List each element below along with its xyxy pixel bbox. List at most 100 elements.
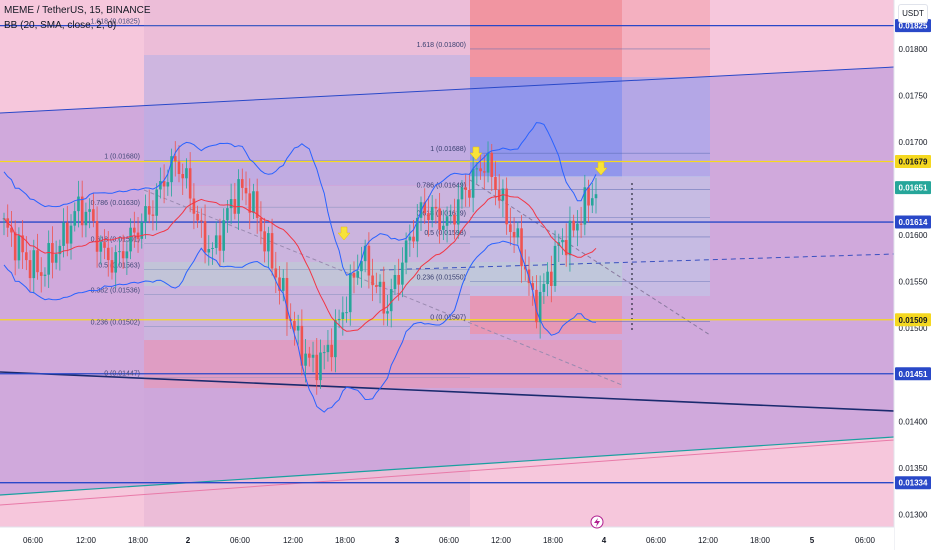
candle-100 bbox=[375, 272, 378, 294]
candle-103 bbox=[386, 294, 389, 326]
fib-left-label-5: 0.382 (0.01536) bbox=[91, 288, 140, 295]
candle-50 bbox=[188, 152, 192, 213]
candle-4 bbox=[17, 227, 21, 269]
candle-81 bbox=[304, 338, 307, 383]
candle-10 bbox=[39, 257, 43, 293]
currency-button[interactable]: USDT bbox=[898, 4, 928, 23]
y-tick-1: 0.01750 bbox=[899, 91, 928, 100]
x-tick-5: 12:00 bbox=[283, 536, 304, 545]
candle-88 bbox=[330, 328, 333, 372]
channel-top-line bbox=[0, 66, 895, 114]
candle-118 bbox=[442, 209, 445, 241]
candle-102 bbox=[382, 266, 386, 326]
arrow-down-icon-0 bbox=[337, 226, 351, 241]
candle-109 bbox=[408, 224, 412, 257]
candle-135 bbox=[505, 177, 508, 235]
candle-99 bbox=[371, 258, 374, 302]
candle-64 bbox=[240, 168, 244, 201]
candle-154 bbox=[576, 210, 579, 247]
candle-156 bbox=[583, 174, 587, 236]
candle-9 bbox=[36, 233, 39, 280]
candle-114 bbox=[427, 196, 430, 237]
price-label-bg-4 bbox=[895, 313, 931, 327]
price-label-bg-6 bbox=[895, 476, 931, 490]
fib-right-label-5: 0.236 (0.01550) bbox=[417, 275, 466, 282]
fib-left-label-4: 0.5 (0.01563) bbox=[98, 263, 140, 270]
price-label-bg-5 bbox=[895, 367, 931, 381]
fib-right-label-4: 0.5 (0.01598) bbox=[424, 230, 466, 237]
descending-trendline bbox=[0, 371, 895, 412]
candle-16 bbox=[62, 208, 65, 258]
candle-59 bbox=[222, 208, 225, 263]
arrow-down-icon-2 bbox=[594, 161, 608, 176]
candle-57 bbox=[214, 221, 218, 255]
candle-107 bbox=[401, 247, 404, 298]
candle-79 bbox=[296, 314, 300, 345]
candle-83 bbox=[311, 341, 315, 373]
fib-left-label-7: 0 (0.01447) bbox=[104, 371, 140, 378]
x-tick-14: 18:00 bbox=[750, 536, 771, 545]
candle-124 bbox=[464, 174, 467, 207]
candle-25 bbox=[95, 206, 99, 268]
candle-68 bbox=[255, 178, 259, 234]
y-tick-2: 0.01700 bbox=[899, 138, 928, 147]
fib-zone-right-blue bbox=[470, 77, 622, 177]
candle-61 bbox=[229, 183, 233, 225]
candle-113 bbox=[423, 188, 427, 225]
candle-147 bbox=[550, 255, 553, 303]
candle-105 bbox=[393, 265, 397, 295]
candle-60 bbox=[226, 199, 229, 233]
fib-right-label-3: 0.618 (0.01619) bbox=[417, 210, 466, 217]
candle-144 bbox=[538, 275, 542, 339]
candle-72 bbox=[270, 218, 274, 276]
candle-40 bbox=[151, 200, 155, 231]
symbol-title: MEME / TetherUS, 15, BINANCE bbox=[4, 5, 151, 16]
candle-22 bbox=[84, 202, 88, 238]
fib-left-label-0: 1.618 (0.01825) bbox=[91, 19, 140, 26]
candle-129 bbox=[483, 154, 486, 190]
candle-128 bbox=[479, 153, 482, 180]
candle-29 bbox=[110, 247, 114, 280]
fib-right-label-2: 0.786 (0.01649) bbox=[417, 182, 466, 189]
candle-75 bbox=[281, 269, 285, 302]
x-tick-12: 06:00 bbox=[646, 536, 667, 545]
candle-151 bbox=[564, 223, 568, 267]
candle-17 bbox=[65, 205, 69, 257]
price-label-6: 0.01334 bbox=[899, 479, 928, 488]
candle-19 bbox=[73, 202, 77, 232]
candle-119 bbox=[445, 206, 449, 243]
candle-8 bbox=[32, 239, 36, 294]
candle-20 bbox=[77, 180, 80, 228]
candle-23 bbox=[88, 198, 91, 229]
fib-right-label-1: 1 (0.01688) bbox=[430, 146, 466, 153]
candle-76 bbox=[285, 262, 289, 336]
channel-bottom-line bbox=[0, 436, 895, 496]
candle-26 bbox=[99, 235, 103, 265]
candle-122 bbox=[456, 184, 460, 239]
candle-37 bbox=[140, 213, 144, 249]
fib-left-label-1: 1 (0.01680) bbox=[104, 154, 140, 161]
candle-34 bbox=[129, 218, 132, 260]
dashed-projection-1 bbox=[469, 179, 711, 336]
fib-zone-left-top bbox=[144, 55, 470, 185]
candle-125 bbox=[468, 173, 471, 207]
candle-3 bbox=[13, 220, 17, 276]
fib-zone-red-small bbox=[470, 296, 622, 334]
price-label-2: 0.01651 bbox=[899, 184, 928, 193]
candle-120 bbox=[449, 204, 453, 225]
candle-159 bbox=[594, 177, 598, 214]
y-tick-10: 0.01300 bbox=[899, 510, 928, 519]
candle-138 bbox=[516, 221, 520, 245]
price-label-bg-3 bbox=[895, 215, 931, 229]
candle-6 bbox=[25, 236, 28, 271]
fib-zone-right-blue-2 bbox=[622, 77, 710, 177]
candle-145 bbox=[542, 273, 546, 304]
dashed-trendline-mid bbox=[379, 253, 895, 271]
x-tick-9: 12:00 bbox=[491, 536, 512, 545]
candle-82 bbox=[308, 346, 311, 367]
fib-zone-bottom bbox=[144, 340, 622, 388]
x-tick-13: 12:00 bbox=[698, 536, 719, 545]
x-tick-7: 3 bbox=[395, 536, 400, 545]
fib-left-label-6: 0.236 (0.01502) bbox=[91, 319, 140, 326]
